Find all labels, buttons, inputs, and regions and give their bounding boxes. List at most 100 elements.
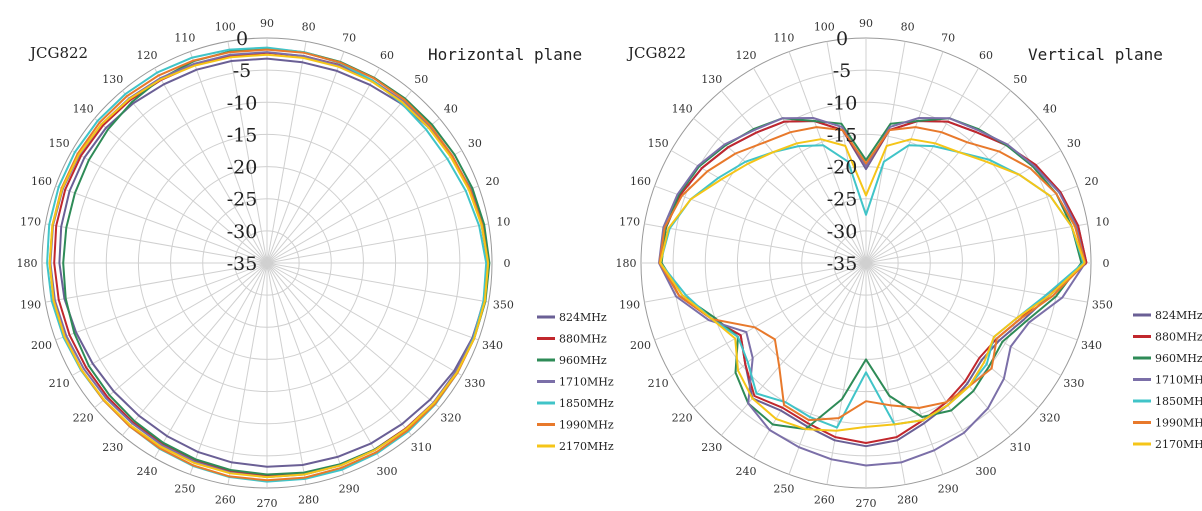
radial-tick-label: -25 [827, 189, 858, 211]
angle-tick-label: 60 [979, 49, 993, 62]
grid-spoke [720, 90, 867, 264]
grid-spoke [693, 262, 867, 409]
angle-tick-label: 340 [482, 339, 503, 352]
angle-tick-label: 300 [377, 465, 398, 478]
angle-tick-label: 350 [1092, 299, 1113, 312]
angle-tick-label: 80 [302, 21, 316, 34]
grid-spoke [266, 262, 489, 303]
grid-spoke [865, 262, 1078, 341]
plane-title: Vertical plane [1028, 45, 1163, 64]
angle-tick-label: 190 [619, 299, 640, 312]
angle-tick-label: 230 [701, 441, 722, 454]
grid-spoke [189, 262, 268, 475]
grid-spoke [227, 262, 268, 485]
angle-tick-label: 70 [941, 31, 955, 44]
legend-label: 1710MHz [559, 376, 614, 389]
series-line-2170MHz [48, 53, 490, 479]
angle-tick-label: 60 [380, 49, 394, 62]
angle-tick-label: 310 [411, 441, 432, 454]
angle-tick-label: 90 [260, 17, 274, 30]
legend-label: 2170MHz [1155, 438, 1202, 451]
angle-tick-label: 270 [856, 497, 877, 510]
radial-tick-label: -5 [233, 60, 252, 82]
radial-tick-label: -30 [827, 221, 858, 243]
series-line-1850MHz [46, 46, 488, 483]
angle-tick-label: 140 [73, 103, 94, 116]
angle-tick-label: 160 [31, 175, 52, 188]
grid-spoke [865, 262, 1062, 376]
grid-spoke [865, 150, 1062, 264]
angle-tick-label: 220 [672, 411, 693, 424]
plane-title: Horizontal plane [428, 45, 582, 64]
grid-spoke [266, 262, 345, 475]
grid-spoke [865, 262, 1039, 409]
angle-tick-label: 50 [1013, 73, 1027, 86]
legend-label: 1990MHz [559, 419, 614, 432]
angle-tick-label: 210 [49, 377, 70, 390]
grid-spoke [266, 262, 463, 376]
vertical-plane-chart: 0 10 20 30 40 50 60 70 80 90 100 110 120 130 140 150 160… [616, 17, 1202, 510]
angle-tick-label: 40 [1043, 103, 1057, 116]
angle-tick-label: 280 [897, 493, 918, 506]
grid-spoke [266, 262, 413, 436]
grid-spoke [865, 223, 1088, 264]
radial-tick-label: -20 [227, 157, 258, 179]
legend-label: 2170MHz [559, 440, 614, 453]
angle-tick-label: 110 [773, 31, 794, 44]
radial-tick-label: -10 [827, 92, 858, 114]
angle-tick-label: 50 [414, 73, 428, 86]
model-label: JCG822 [626, 44, 686, 62]
grid-spoke [865, 262, 944, 475]
angle-tick-label: 100 [215, 21, 236, 34]
angle-tick-label: 30 [1067, 137, 1081, 150]
angle-tick-label: 250 [773, 483, 794, 496]
angle-tick-label: 30 [468, 137, 482, 150]
angle-tick-label: 250 [174, 483, 195, 496]
angle-tick-label: 130 [701, 73, 722, 86]
legend-label: 960MHz [1155, 352, 1202, 365]
radial-tick-label: -5 [833, 60, 852, 82]
angle-tick-label: 210 [648, 377, 669, 390]
angle-tick-label: 300 [976, 465, 997, 478]
angle-tick-label: 150 [49, 137, 70, 150]
grid-spoke [94, 117, 268, 264]
angle-tick-label: 240 [736, 465, 757, 478]
grid-spoke [865, 262, 906, 485]
legend: 824MHz 880MHz 960MHz 1710MHz 1850MHz 1990MHz 2… [537, 311, 614, 453]
legend-label: 1850MHz [559, 397, 614, 410]
model-label: JCG822 [28, 44, 88, 62]
angle-tick-label: 340 [1081, 339, 1102, 352]
grid-spoke [45, 223, 268, 264]
angle-tick-label: 350 [493, 299, 514, 312]
grid-spoke [654, 262, 867, 341]
angle-tick-label: 330 [464, 377, 485, 390]
angle-tick-label: 200 [630, 339, 651, 352]
angle-tick-label: 230 [102, 441, 123, 454]
grid-spoke [266, 51, 345, 264]
angle-tick-label: 20 [486, 175, 500, 188]
grid-spoke [753, 67, 867, 264]
angle-tick-label: 100 [814, 21, 835, 34]
grid-spoke [154, 67, 268, 264]
radial-tick-label: 0 [236, 28, 248, 50]
series-line-2170MHz [659, 138, 1086, 432]
angle-tick-label: 0 [1103, 257, 1110, 270]
grid-spoke [865, 262, 979, 459]
angle-tick-label: 310 [1010, 441, 1031, 454]
angle-tick-label: 90 [859, 17, 873, 30]
grid-spoke [693, 117, 867, 264]
series-line-1710MHz [658, 117, 1087, 467]
angle-tick-label: 290 [339, 483, 360, 496]
angle-tick-label: 240 [137, 465, 158, 478]
legend-label: 960MHz [559, 354, 607, 367]
grid-spoke [121, 262, 268, 436]
angle-tick-label: 20 [1085, 175, 1099, 188]
angle-tick-label: 290 [938, 483, 959, 496]
legend-label: 1710MHz [1155, 374, 1202, 387]
grid-spoke [266, 262, 440, 409]
legend-label: 1850MHz [1155, 395, 1202, 408]
legend-label: 880MHz [1155, 331, 1202, 344]
grid-spoke [865, 90, 1012, 264]
grid-spoke [865, 117, 1039, 264]
grid-spoke [45, 262, 268, 303]
